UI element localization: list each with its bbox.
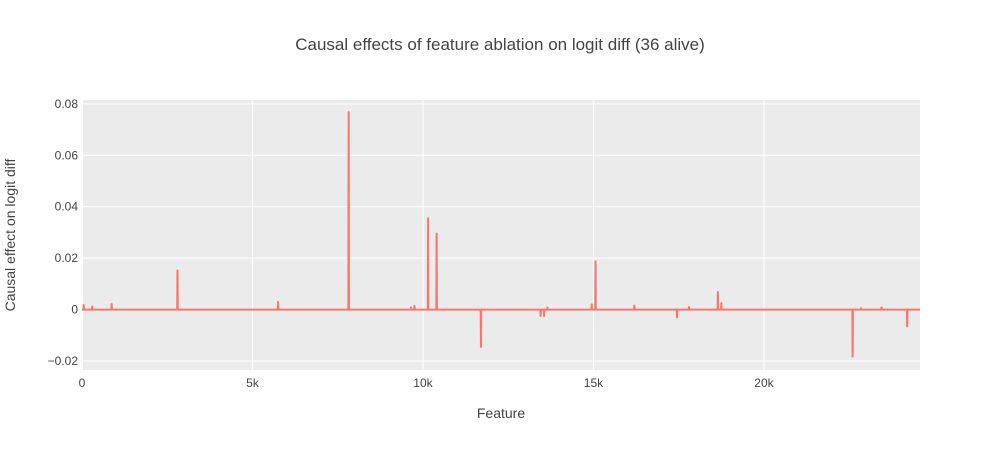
data-point	[427, 217, 429, 220]
data-point	[539, 315, 542, 317]
data-point	[720, 302, 723, 304]
plot-background	[82, 100, 920, 370]
x-tick-label: 0	[79, 376, 86, 390]
data-layer	[82, 111, 920, 358]
grid-layer	[82, 100, 920, 370]
data-point	[860, 307, 862, 310]
chart-title: Causal effects of feature ablation on lo…	[295, 35, 705, 54]
data-point	[480, 346, 482, 348]
data-point	[176, 269, 179, 272]
x-axis-title: Feature	[477, 405, 525, 421]
data-point	[717, 291, 719, 293]
x-tick-label: 20k	[754, 376, 774, 390]
y-tick-label: 0.02	[55, 251, 79, 265]
y-axis-title: Causal effect on logit diff	[2, 158, 18, 311]
y-tick-label: 0.04	[55, 200, 79, 214]
data-point	[906, 325, 908, 328]
data-point	[410, 306, 412, 309]
data-point	[633, 304, 636, 307]
data-point	[590, 303, 593, 306]
y-tick-label: 0	[71, 303, 78, 317]
y-tick-label: −0.02	[48, 354, 79, 368]
data-point	[347, 111, 350, 113]
x-tick-label: 15k	[584, 376, 604, 390]
data-point	[851, 355, 854, 358]
data-point	[880, 306, 883, 309]
y-tick-label: 0.08	[55, 97, 79, 111]
data-point	[277, 301, 279, 303]
x-tick-labels: 0 5k 10k 15k 20k	[79, 376, 775, 390]
data-point	[110, 303, 113, 305]
data-point	[546, 306, 549, 309]
data-point	[82, 304, 85, 306]
x-tick-label: 10k	[413, 376, 433, 390]
data-point	[435, 232, 438, 235]
data-point	[594, 260, 597, 263]
x-tick-label: 5k	[246, 376, 260, 390]
data-point	[688, 306, 690, 308]
y-tick-labels: −0.02 0 0.02 0.04 0.06 0.08	[48, 97, 79, 368]
data-point	[543, 315, 545, 317]
data-point	[413, 305, 416, 307]
y-tick-label: 0.06	[55, 148, 79, 162]
data-point	[676, 316, 678, 319]
data-point	[91, 305, 94, 308]
